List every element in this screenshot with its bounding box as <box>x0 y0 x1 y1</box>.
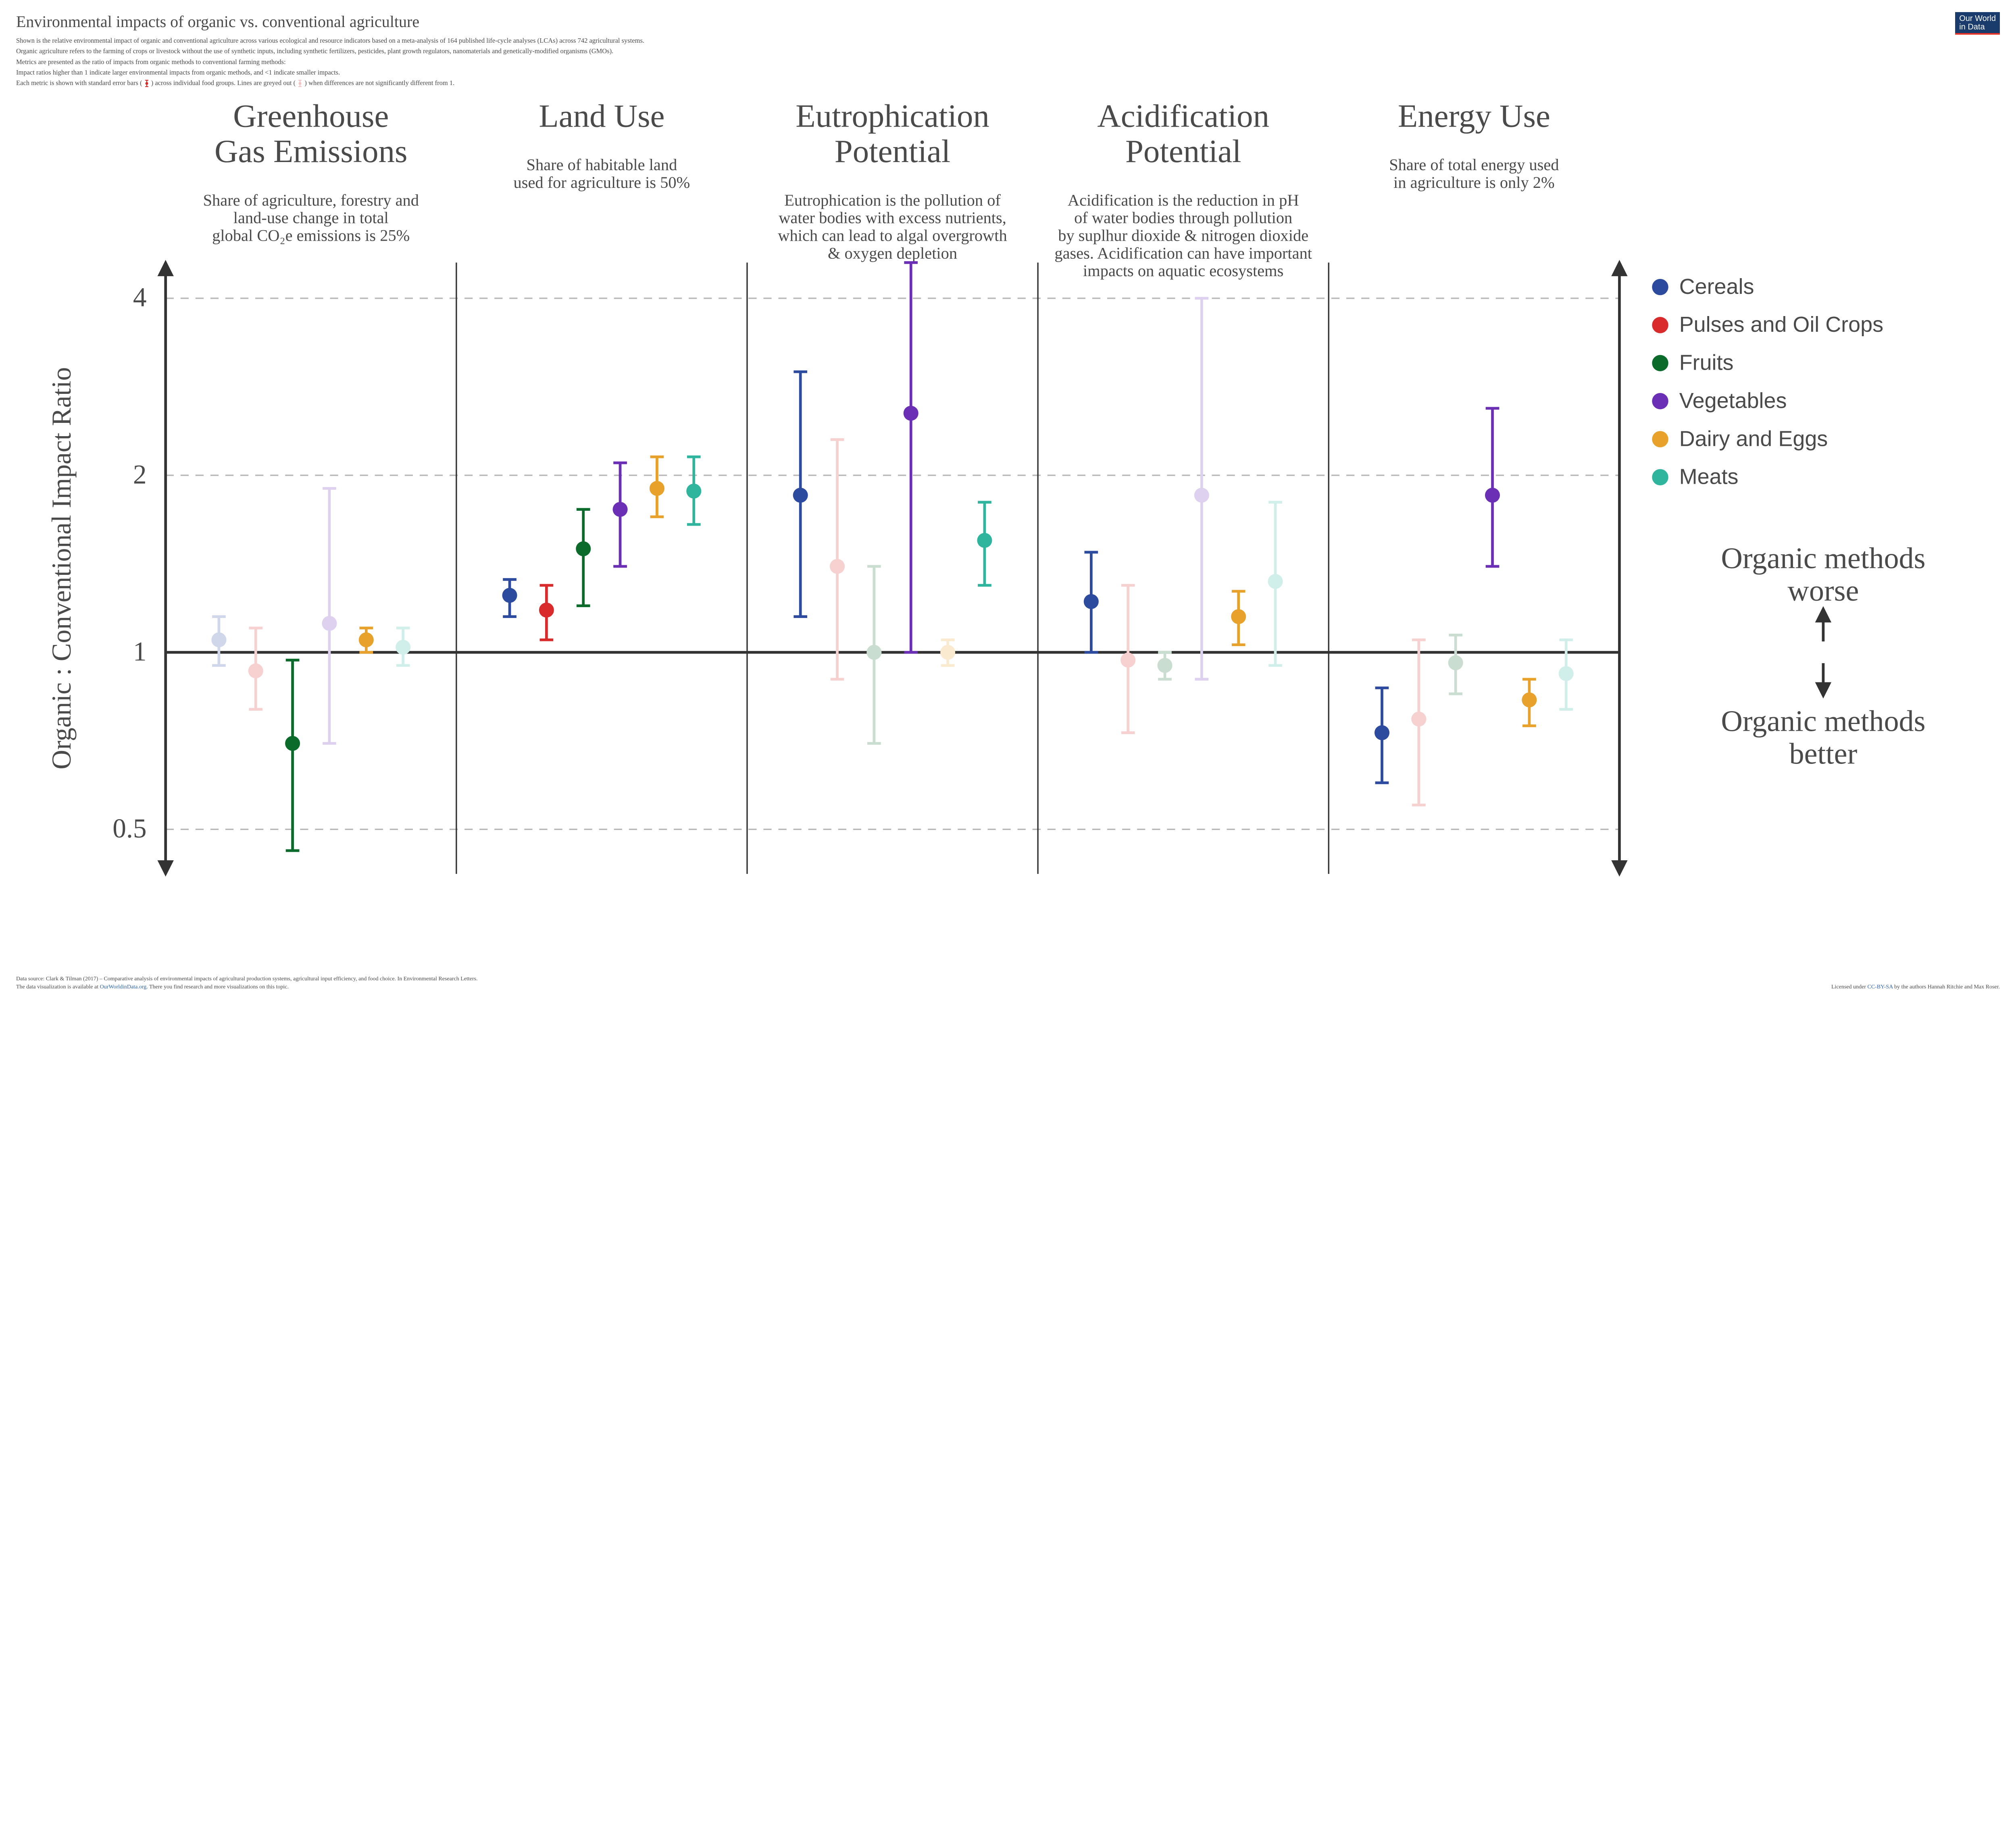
svg-text:Cereals: Cereals <box>1679 275 1754 299</box>
data-point <box>650 457 664 517</box>
svg-text:Acidification is the reduction: Acidification is the reduction in pH <box>1068 191 1299 209</box>
svg-text:Share of habitable land: Share of habitable land <box>527 156 677 174</box>
data-point <box>940 640 955 666</box>
svg-text:which can lead to algal overgr: which can lead to algal overgrowth <box>778 227 1007 245</box>
svg-text:Land Use: Land Use <box>539 100 664 134</box>
svg-text:Organic : Conventional Impact: Organic : Conventional Impact Ratio <box>46 367 77 770</box>
svg-text:Potential: Potential <box>1125 133 1241 169</box>
svg-text:Eutrophication is the pollutio: Eutrophication is the pollution of <box>784 191 1001 209</box>
data-point <box>866 566 881 743</box>
data-point <box>1522 679 1537 726</box>
data-point <box>1120 585 1135 733</box>
data-point <box>977 502 992 585</box>
svg-text:Fruits: Fruits <box>1679 351 1734 375</box>
svg-text:impacts on aquatic ecosystems: impacts on aquatic ecosystems <box>1083 262 1283 280</box>
data-point <box>1448 635 1463 694</box>
legend: Cereals Pulses and Oil Crops Fruits Vegetab… <box>1652 275 1883 489</box>
data-point <box>686 457 701 525</box>
svg-text:2: 2 <box>133 460 147 490</box>
svg-text:Energy Use: Energy Use <box>1398 100 1550 134</box>
annotation-better: Organic methodsbetter <box>1721 663 1925 770</box>
svg-text:Potential: Potential <box>835 133 950 169</box>
svg-text:4: 4 <box>133 282 147 312</box>
svg-text:by suplhur dioxide & nitrogen: by suplhur dioxide & nitrogen dioxide <box>1058 227 1308 245</box>
data-point <box>1231 591 1246 645</box>
footer: Data source: Clark & Tilman (2017) – Com… <box>16 975 2000 991</box>
svg-text:Vegetables: Vegetables <box>1679 389 1787 413</box>
data-point <box>1194 298 1209 679</box>
data-point <box>904 263 918 653</box>
data-point <box>502 580 517 617</box>
svg-text:Dairy and Eggs: Dairy and Eggs <box>1679 427 1828 451</box>
license-link[interactable]: CC-BY-SA <box>1867 984 1893 990</box>
svg-text:Greenhouse: Greenhouse <box>233 100 389 134</box>
owid-logo: Our Worldin Data <box>1955 12 2000 35</box>
data-point <box>285 660 300 851</box>
intro-text: Shown is the relative environmental impa… <box>16 36 2000 87</box>
svg-text:Share of agriculture, forestry: Share of agriculture, forestry and <box>203 191 419 209</box>
data-point <box>613 463 628 566</box>
page-title: Environmental impacts of organic vs. con… <box>16 12 1947 31</box>
svg-text:water bodies with excess nutri: water bodies with excess nutrients, <box>779 209 1006 227</box>
data-point <box>322 489 337 744</box>
svg-text:of water bodies through pollut: of water bodies through pollution <box>1074 209 1292 227</box>
svg-text:gases. Acidification can have: gases. Acidification can have important <box>1054 244 1312 262</box>
data-point <box>211 617 226 666</box>
data-point <box>396 628 410 666</box>
svg-text:in agriculture is only 2%: in agriculture is only 2% <box>1393 173 1555 191</box>
svg-text:Share of total energy used: Share of total energy used <box>1389 156 1559 174</box>
data-point <box>1485 408 1500 566</box>
data-point <box>248 628 263 709</box>
data-point <box>1084 552 1099 652</box>
data-point <box>539 585 554 640</box>
data-point <box>793 372 808 617</box>
svg-text:Meats: Meats <box>1679 465 1739 489</box>
svg-text:Pulses and Oil Crops: Pulses and Oil Crops <box>1679 313 1883 337</box>
annotation-worse: Organic methodsworse <box>1721 542 1925 642</box>
svg-text:global CO₂e emissions is 25%: global CO₂e emissions is 25% <box>212 227 410 245</box>
svg-text:Acidification: Acidification <box>1097 100 1269 134</box>
data-point <box>1268 502 1283 666</box>
impact-ratio-chart: 0.5 1 2 4 GreenhouseGas Emissions Share of ag… <box>16 100 2000 969</box>
data-point <box>1411 640 1426 805</box>
svg-text:used for agriculture is 50%: used for agriculture is 50% <box>514 173 690 191</box>
svg-text:Gas Emissions: Gas Emissions <box>215 133 407 169</box>
data-point <box>1158 653 1173 680</box>
chart-container: 0.5 1 2 4 GreenhouseGas Emissions Share of ag… <box>16 100 2000 971</box>
svg-text:worse: worse <box>1787 574 1859 607</box>
data-point <box>576 510 591 606</box>
svg-text:Organic methods: Organic methods <box>1721 542 1925 575</box>
owid-link[interactable]: OurWorldinData.org <box>100 984 147 990</box>
svg-text:1: 1 <box>133 637 147 667</box>
svg-text:0.5: 0.5 <box>112 813 146 844</box>
data-point <box>1559 640 1574 709</box>
svg-text:Organic methods: Organic methods <box>1721 705 1925 738</box>
data-point <box>1375 688 1389 783</box>
data-point <box>359 628 374 652</box>
svg-text:better: better <box>1789 738 1858 771</box>
svg-text:Eutrophication: Eutrophication <box>796 100 989 134</box>
svg-text:& oxygen depletion: & oxygen depletion <box>828 244 957 262</box>
svg-text:land-use change in total: land-use change in total <box>233 209 389 227</box>
